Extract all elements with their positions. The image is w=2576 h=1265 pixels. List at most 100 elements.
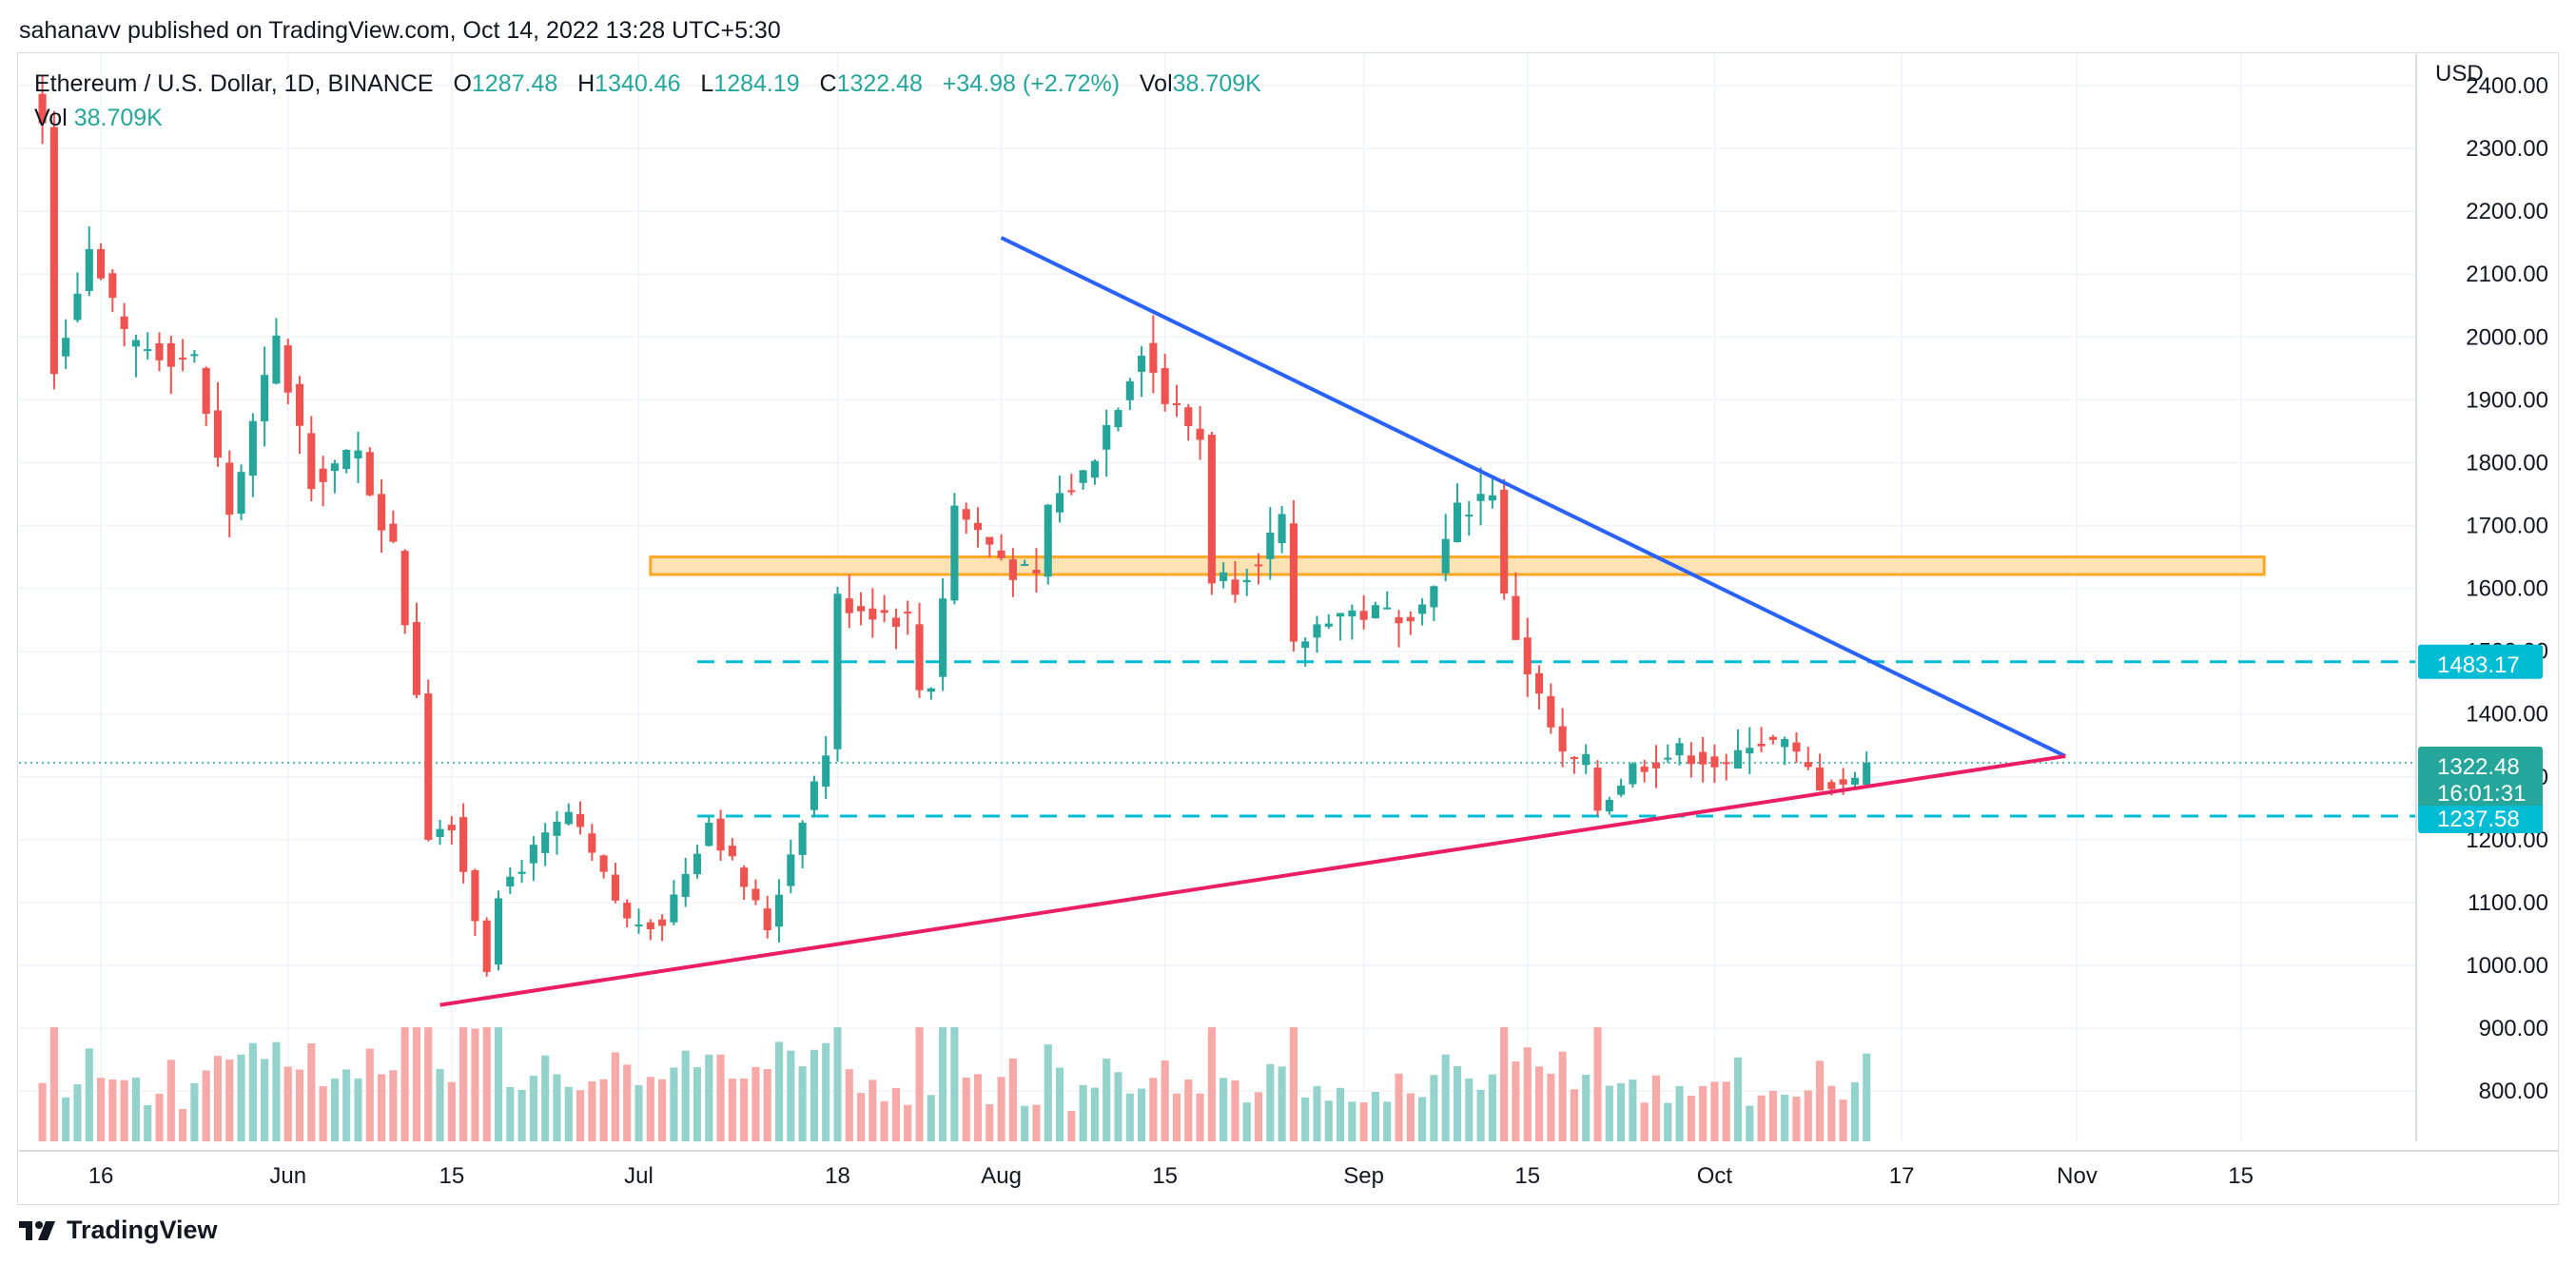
volume-bar [1138,1088,1146,1141]
volume-bar [1114,1072,1122,1141]
volume-bar [611,1052,619,1141]
candle-body [155,343,164,360]
candle-body [459,817,468,872]
candle-body [1138,356,1146,372]
candle-body [751,888,760,901]
volume-bar [1395,1073,1403,1141]
volume-bar [822,1042,830,1141]
volume-bar [272,1041,281,1141]
volume-bar [1570,1089,1578,1141]
volume-bar [588,1080,596,1141]
volume-bar [1710,1081,1719,1141]
candle-body [1651,762,1661,769]
candle-body [1441,538,1450,574]
volume-bar [740,1078,749,1141]
candle-body [599,855,608,872]
candle-body [202,367,210,415]
volume-bar [541,1055,550,1141]
candle-body [1324,623,1333,627]
volume-bars [38,1027,1871,1141]
close-value: 1322.48 [836,70,923,97]
volume-bar [798,1066,807,1141]
volume-bar [1534,1066,1544,1141]
volume-bar [728,1079,736,1141]
volume-bar [1348,1101,1356,1141]
candle-body [845,598,853,613]
volume-bar [833,1027,842,1141]
time-tick-label: Jun [269,1163,306,1189]
candle-body [798,822,807,855]
candle-body [1453,502,1462,543]
volume-bar [330,1078,339,1141]
candle-body [997,550,1005,558]
candle-body [1337,613,1345,617]
candle-body [517,871,526,874]
ohlc-legend: Ethereum / U.S. Dollar, 1D, BINANCE O128… [34,70,1261,98]
candle-body [1278,514,1286,544]
candle-body [529,845,537,864]
candle-body [482,920,491,972]
candle-body [225,462,234,516]
volume-bar [471,1028,479,1141]
candle-body [1804,762,1812,768]
volume-bar [1196,1093,1204,1141]
price-axis: 800.00900.001000.001100.001200.001300.00… [2415,54,2548,1141]
volume-bar [225,1059,234,1141]
candle-body [880,610,888,613]
candle-body [939,598,947,677]
candle-body [1313,624,1321,638]
volume-bar [927,1095,935,1141]
candle-body [1863,762,1871,786]
volume-bar [1090,1087,1099,1141]
candle-body [986,536,994,545]
footer-brand[interactable]: TradingView [19,1216,218,1245]
volume-bar [599,1079,608,1141]
candle-body [471,869,479,922]
candle-body [1722,762,1730,765]
last-price-badge-text: 16:01:31 [2437,781,2526,807]
volume-bar [1021,1105,1029,1141]
candle-body [564,811,573,825]
candle-body [1675,743,1684,756]
candle-body [1114,410,1122,428]
volume-indicator-label[interactable]: Vol [34,105,68,131]
candle-body [330,463,339,472]
volume-bar [1103,1059,1111,1141]
volume-bar [482,1027,491,1141]
candle-body [108,273,117,299]
volume-bar [179,1108,187,1141]
volume-legend: Vol 38.709K [34,105,163,132]
candle-body [1629,763,1637,785]
volume-bar [868,1080,877,1141]
volume-bar [62,1097,70,1141]
volume-bar [494,1027,503,1141]
volume-bar [857,1092,866,1141]
candle-body [1301,641,1310,649]
volume-bar [307,1043,316,1141]
volume-bar [1242,1102,1251,1141]
tradingview-logo-icon [19,1220,55,1240]
volume-bar [1839,1100,1847,1141]
volume-bar [1850,1081,1860,1141]
candle-body [553,821,561,836]
low-value: 1284.19 [713,70,800,97]
volume-bar [997,1077,1005,1141]
candle-body [190,354,199,357]
volume-bar [412,1027,421,1141]
candle-body [237,472,245,515]
volume-bar [1383,1101,1392,1141]
candle-body [973,522,983,531]
volume-bar [248,1042,257,1141]
candle-body [1523,637,1532,674]
volume-bar [986,1103,994,1141]
price-level-badge [2418,799,2543,834]
volume-bar [342,1069,351,1141]
volume-bar [1500,1027,1509,1141]
chart-grid [19,54,2416,1141]
volume-bar [1359,1102,1368,1141]
price-tick-label: 1000.00 [2466,953,2548,979]
time-tick-label: 15 [439,1163,464,1189]
volume-bar [1430,1075,1438,1141]
volume-bar [845,1069,853,1141]
